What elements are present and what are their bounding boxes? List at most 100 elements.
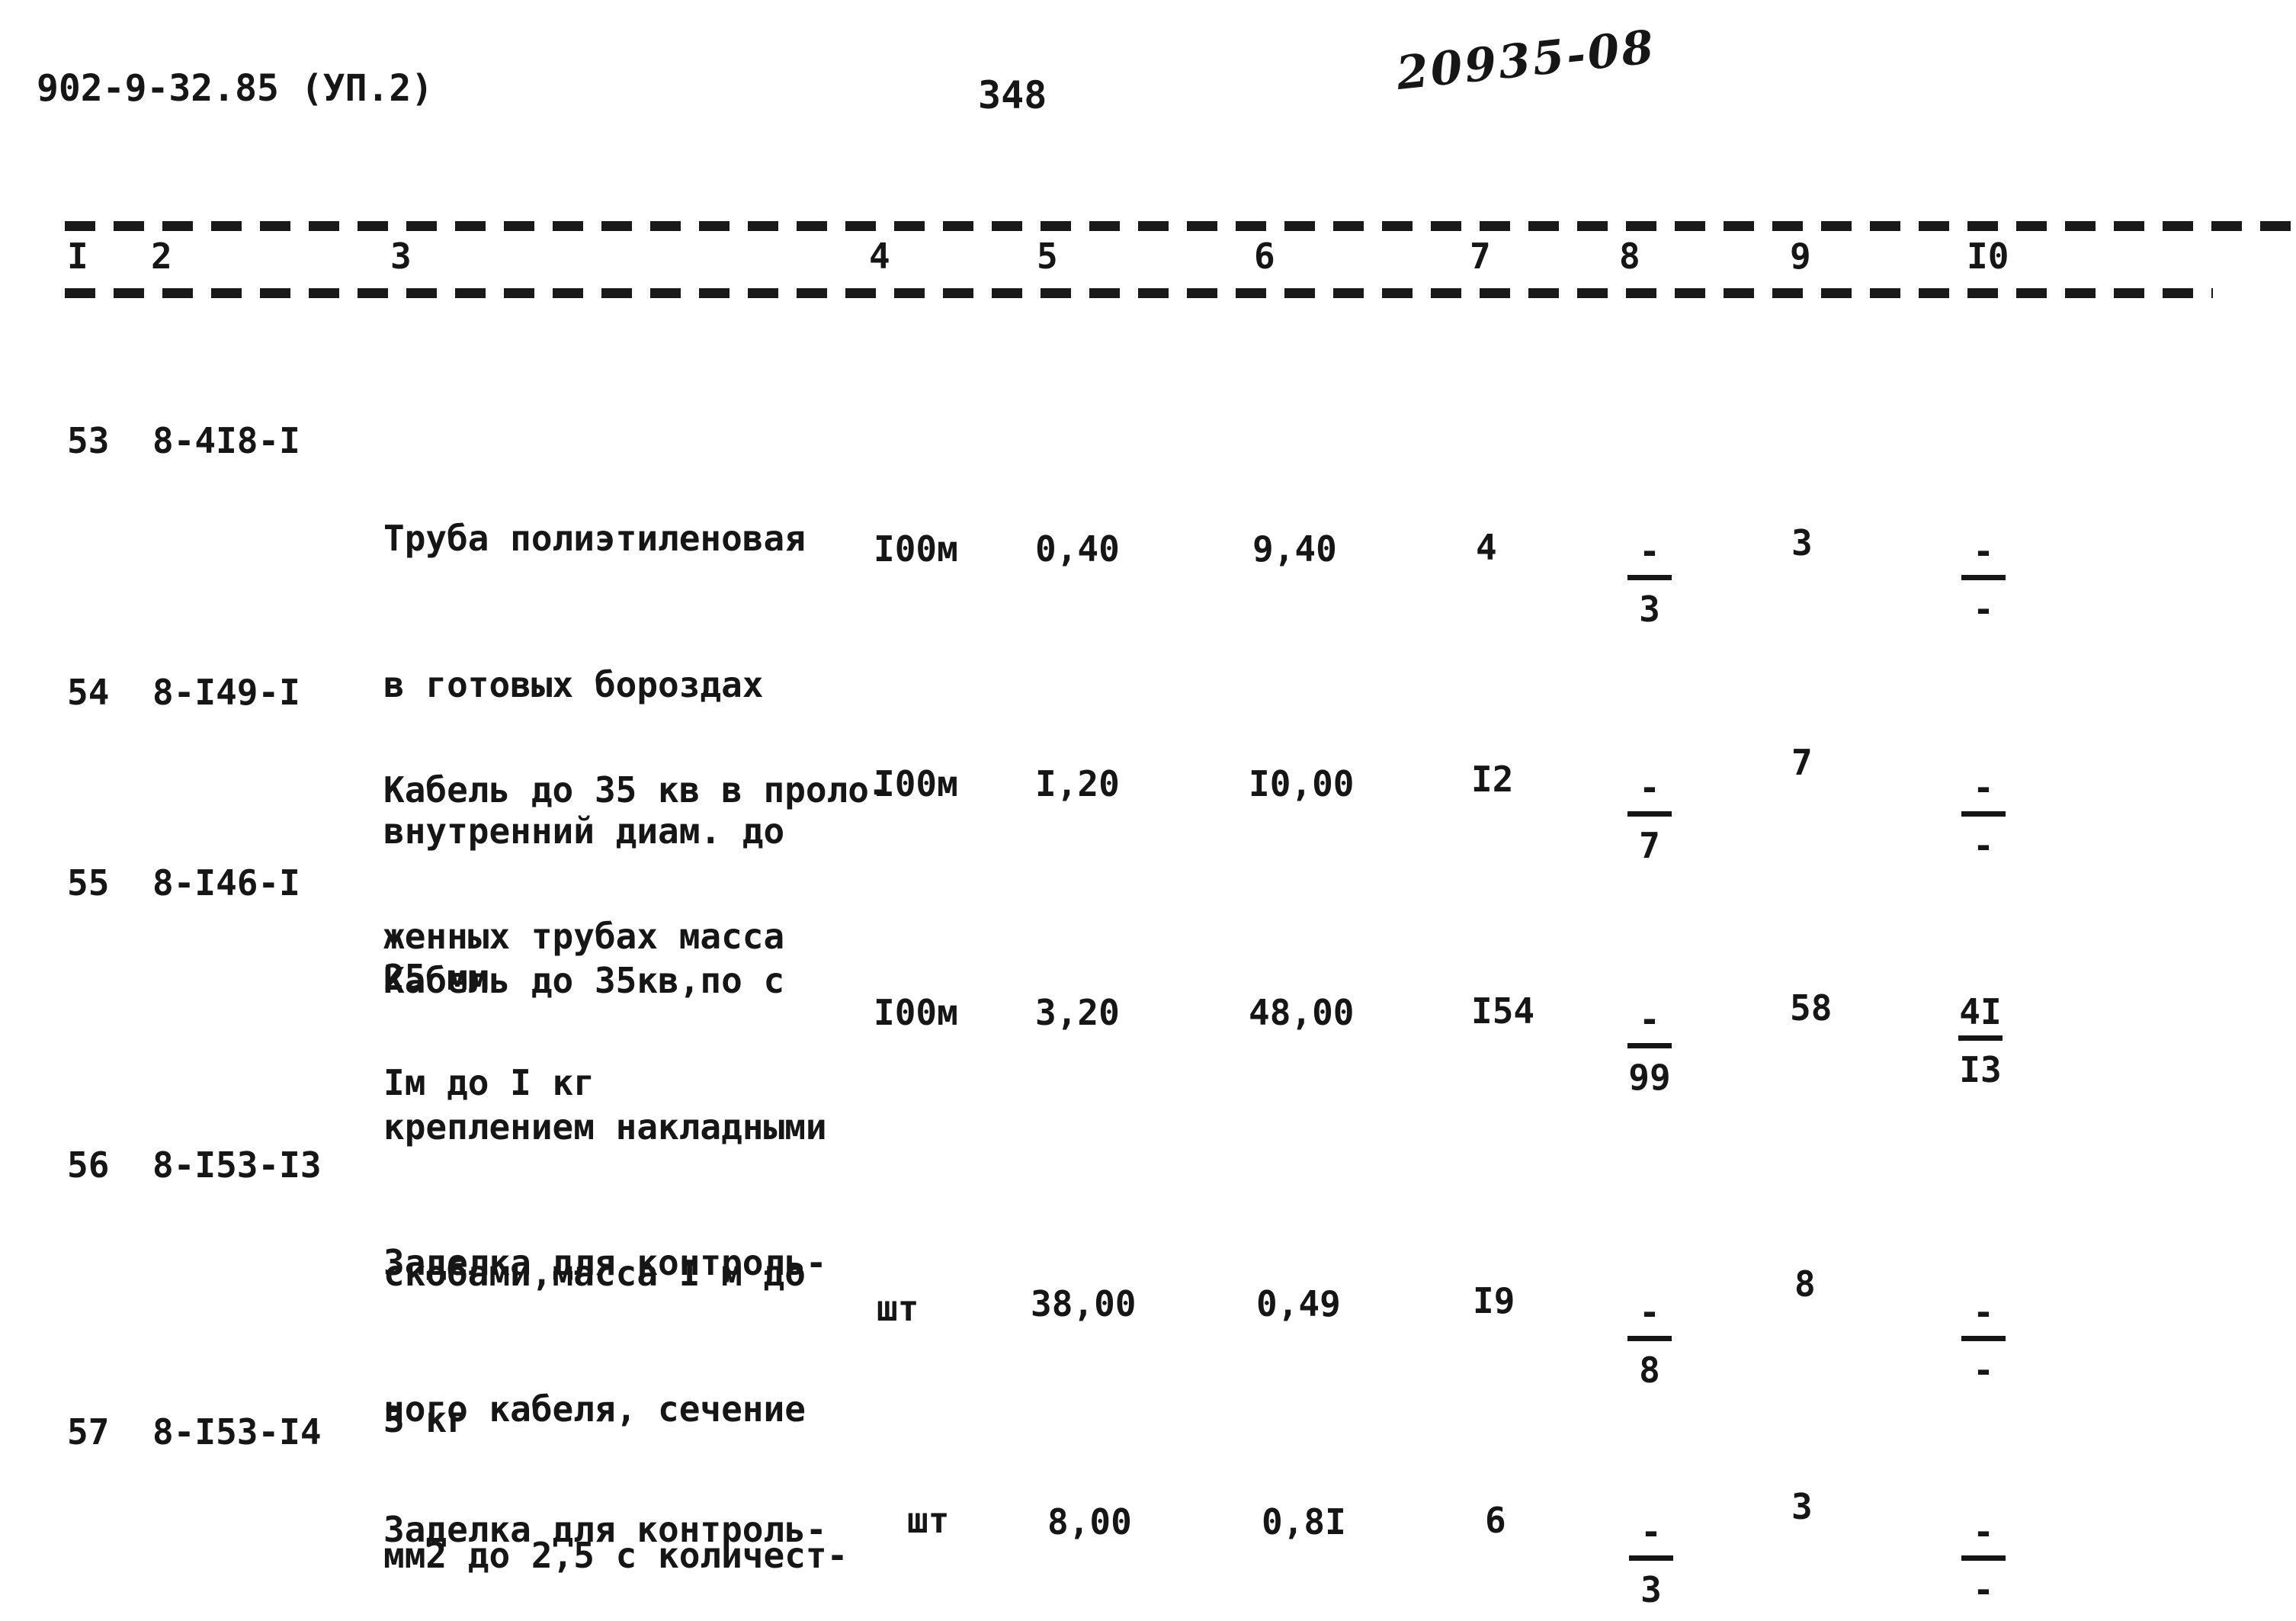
col8-fraction-cell: - 3	[1622, 528, 1677, 631]
fraction-numerator: 4I	[1959, 991, 2002, 1032]
unit-cell: I00м	[874, 992, 958, 1033]
col8-fraction-cell: - 99	[1622, 996, 1677, 1099]
col7-cell: I2	[1471, 759, 1514, 800]
fraction-denominator: -	[1973, 825, 1994, 866]
fraction-numerator: -	[1973, 1292, 1994, 1333]
fraction-denominator: 3	[1640, 1569, 1662, 1610]
fraction-bar	[1627, 811, 1672, 817]
col9-cell: 7	[1791, 742, 1813, 783]
row-number-cell: 54	[67, 672, 110, 713]
fraction-denominator: -	[1973, 1350, 1994, 1391]
page-number: 348	[978, 73, 1047, 117]
row-number-cell: 53	[67, 420, 110, 461]
fraction-numerator: -	[1639, 767, 1660, 808]
col7-cell: I9	[1473, 1280, 1515, 1321]
table-header-bottom-rule	[65, 288, 2213, 298]
col5-cell: 3,20	[1035, 992, 1120, 1033]
col9-cell: 58	[1790, 987, 1833, 1029]
description-line: мм2 до 2,5 с количест-	[383, 1535, 848, 1576]
fraction-bar	[1958, 1035, 2003, 1041]
fraction-numerator: -	[1639, 999, 1660, 1040]
description-line: 25 мм	[383, 957, 489, 998]
fraction-denominator: 8	[1639, 1350, 1660, 1391]
fraction-numerator: -	[1973, 1511, 1994, 1552]
col5-cell: 38,00	[1031, 1283, 1137, 1324]
description-line: в готовых бороздах	[383, 664, 764, 705]
column-header-7: 7	[1470, 236, 1491, 277]
col9-cell: 3	[1791, 522, 1813, 563]
column-header-5: 5	[1037, 236, 1058, 277]
unit-cell: I00м	[874, 528, 958, 570]
description-cell: Кабель до 35кв,по с креплением накладным…	[383, 859, 827, 1542]
col10-fraction-cell: - -	[1956, 1289, 2011, 1391]
col10-fraction-cell: 4I I3	[1953, 988, 2008, 1091]
col6-cell: 48,00	[1249, 992, 1355, 1033]
fraction-bar	[1627, 1043, 1672, 1048]
fraction-bar	[1627, 575, 1672, 580]
document-code: 902-9-32.85 (УП.2)	[37, 67, 434, 110]
col9-cell: 8	[1794, 1263, 1816, 1305]
fraction-numerator: -	[1973, 531, 1994, 572]
column-header-2: 2	[151, 236, 172, 277]
col5-cell: 0,40	[1035, 528, 1120, 570]
fraction-numerator: -	[1639, 531, 1660, 572]
code-cell: 8-I46-I	[152, 862, 300, 904]
column-header-8: 8	[1619, 236, 1640, 277]
handwritten-stamp: 20935-08	[1393, 20, 1659, 101]
col6-cell: 0,8I	[1262, 1501, 1346, 1542]
col6-cell: 0,49	[1256, 1283, 1341, 1324]
description-cell: Кабель до 35 кв в проло- женных трубах м…	[383, 668, 890, 1205]
description-line: креплением накладными	[383, 1106, 827, 1148]
row-number-cell: 55	[67, 862, 110, 904]
fraction-bar	[1961, 575, 2006, 580]
code-cell: 8-I53-I4	[152, 1411, 322, 1452]
unit-cell: шт	[907, 1500, 950, 1541]
fraction-denominator: 7	[1639, 825, 1660, 866]
fraction-bar	[1627, 1336, 1672, 1341]
code-cell: 8-I53-I3	[152, 1144, 322, 1186]
unit-cell: I00м	[874, 763, 958, 804]
column-header-10: I0	[1967, 236, 2009, 277]
description-line: 3 кг	[383, 1399, 468, 1440]
col5-cell: I,20	[1035, 763, 1120, 804]
fraction-bar	[1961, 811, 2006, 817]
description-line: скобами,масса I м до	[383, 1253, 806, 1294]
column-header-6: 6	[1254, 236, 1275, 277]
col8-fraction-cell: - 8	[1622, 1289, 1677, 1391]
description-line: Заделка для контроль-	[383, 1509, 827, 1550]
col10-fraction-cell: - -	[1956, 528, 2011, 631]
column-header-9: 9	[1790, 236, 1811, 277]
fraction-numerator: -	[1639, 1292, 1660, 1333]
fraction-denominator: -	[1973, 1569, 1994, 1610]
description-line: Кабель до 35кв,по с	[383, 960, 785, 1001]
description-line: женных трубах масса	[383, 916, 785, 957]
col10-fraction-cell: - -	[1956, 1508, 2011, 1611]
fraction-numerator: -	[1640, 1511, 1662, 1552]
row-number-cell: 57	[67, 1411, 110, 1452]
description-line: Труба полиэтиленовая	[383, 518, 806, 559]
col7-cell: 4	[1476, 527, 1497, 568]
col10-fraction-cell: - -	[1956, 764, 2011, 867]
fraction-denominator: 3	[1639, 589, 1660, 630]
col7-cell: 6	[1485, 1500, 1506, 1541]
description-cell: Заделка для контроль- ного кабеля, сечен…	[383, 1141, 848, 1621]
fraction-denominator: 99	[1628, 1057, 1671, 1098]
column-header-3: 3	[390, 236, 412, 277]
fraction-denominator: -	[1973, 589, 1994, 630]
description-line: Iм до I кг	[383, 1062, 595, 1103]
description-line: Кабель до 35 кв в проло-	[383, 769, 890, 810]
description-cell: Заделка для контроль- ного кабеля,сеч.мм…	[383, 1408, 890, 1621]
column-header-4: 4	[869, 236, 890, 277]
code-cell: 8-4I8-I	[152, 420, 300, 461]
fraction-denominator: I3	[1959, 1049, 2002, 1090]
col6-cell: 9,40	[1252, 528, 1337, 570]
description-line: внутренний диам. до	[383, 810, 785, 852]
column-header-1: I	[67, 236, 88, 277]
fraction-bar	[1961, 1336, 2006, 1341]
code-cell: 8-I49-I	[152, 672, 300, 713]
row-number-cell: 56	[67, 1144, 110, 1186]
table-header-top-rule	[65, 221, 2291, 231]
col6-cell: I0,00	[1249, 763, 1355, 804]
col8-fraction-cell: - 3	[1624, 1508, 1679, 1611]
